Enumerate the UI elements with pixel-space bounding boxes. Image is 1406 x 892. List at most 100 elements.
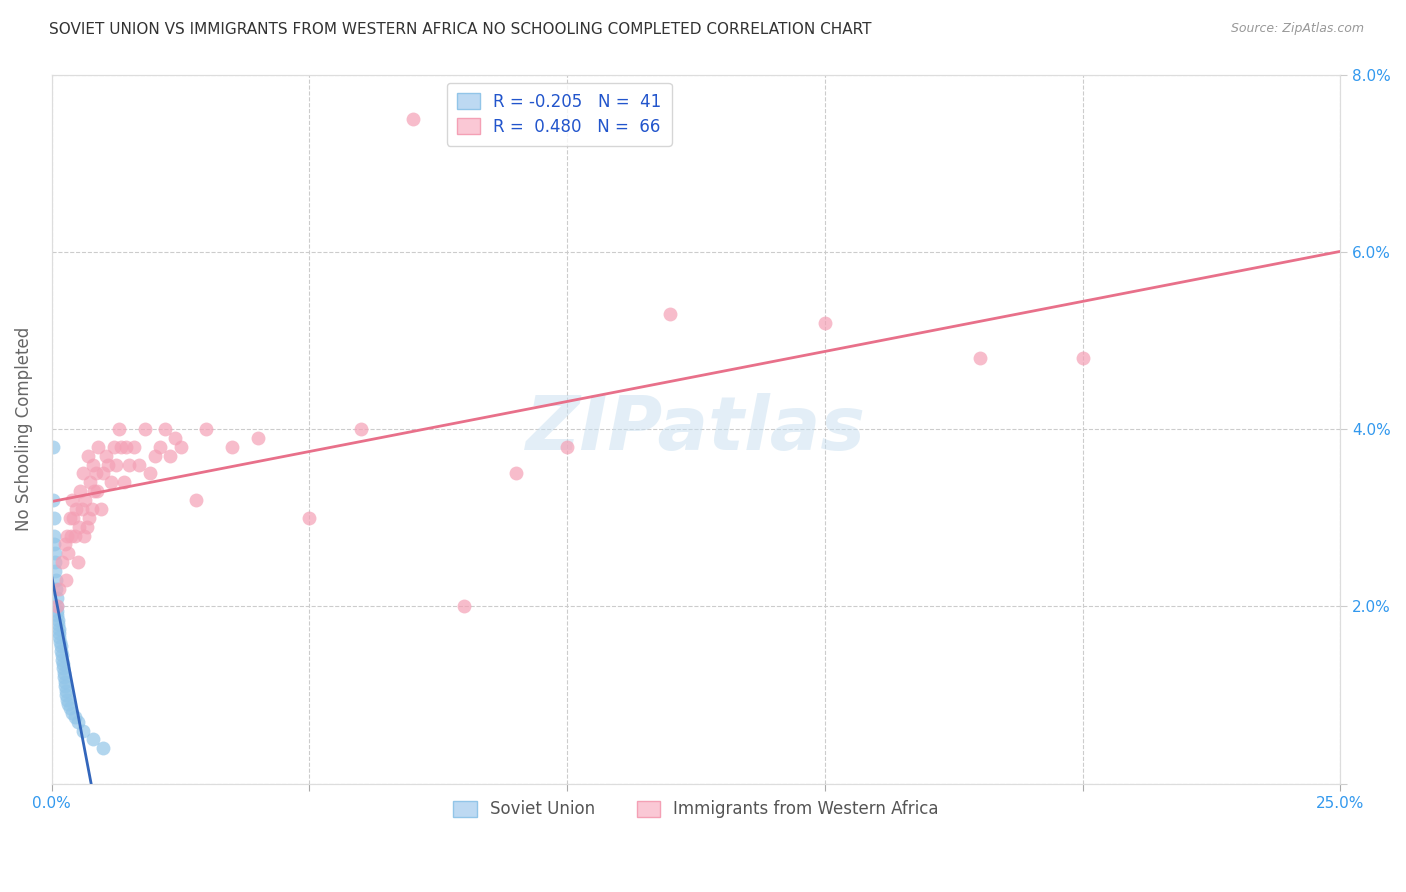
- Point: [60, 706, 83, 720]
- Point: [45, 591, 67, 605]
- Point: [149, 440, 172, 454]
- Point: [86, 484, 108, 499]
- Point: [63, 710, 86, 724]
- Point: [112, 475, 135, 490]
- Point: [52, 661, 75, 675]
- Point: [55, 688, 77, 702]
- Point: [100, 475, 122, 490]
- Point: [46, 613, 69, 627]
- Point: [44, 528, 66, 542]
- Point: [814, 316, 837, 330]
- Point: [58, 697, 80, 711]
- Point: [53, 670, 76, 684]
- Point: [105, 458, 128, 472]
- Point: [246, 431, 269, 445]
- Point: [195, 422, 218, 436]
- Point: [59, 701, 82, 715]
- Point: [60, 493, 83, 508]
- Point: [453, 599, 475, 614]
- Point: [97, 458, 120, 472]
- Point: [143, 449, 166, 463]
- Point: [60, 528, 83, 542]
- Point: [72, 723, 94, 738]
- Point: [138, 467, 160, 481]
- Point: [49, 640, 72, 654]
- Point: [184, 493, 207, 508]
- Point: [76, 449, 98, 463]
- Point: [53, 537, 76, 551]
- Point: [56, 528, 79, 542]
- Point: [67, 519, 90, 533]
- Point: [66, 555, 89, 569]
- Point: [128, 458, 150, 472]
- Point: [107, 422, 129, 436]
- Point: [505, 467, 527, 481]
- Point: [555, 440, 578, 454]
- Point: [118, 458, 141, 472]
- Point: [659, 307, 682, 321]
- Point: [48, 622, 70, 636]
- Point: [401, 112, 423, 126]
- Point: [298, 510, 321, 524]
- Point: [134, 422, 156, 436]
- Point: [42, 440, 65, 454]
- Point: [76, 519, 98, 533]
- Point: [82, 732, 104, 747]
- Point: [62, 510, 84, 524]
- Point: [110, 440, 132, 454]
- Point: [77, 510, 100, 524]
- Point: [45, 599, 67, 614]
- Point: [45, 582, 67, 596]
- Point: [84, 467, 107, 481]
- Point: [165, 431, 187, 445]
- Point: [52, 665, 75, 680]
- Point: [45, 573, 67, 587]
- Point: [48, 631, 70, 645]
- Point: [91, 467, 114, 481]
- Point: [55, 683, 77, 698]
- Point: [46, 608, 69, 623]
- Point: [44, 564, 66, 578]
- Point: [103, 440, 125, 454]
- Point: [94, 449, 117, 463]
- Point: [80, 502, 103, 516]
- Point: [75, 493, 97, 508]
- Point: [51, 652, 73, 666]
- Point: [48, 582, 70, 596]
- Point: [58, 546, 80, 560]
- Point: [122, 440, 145, 454]
- Point: [44, 537, 66, 551]
- Point: [72, 467, 94, 481]
- Point: [159, 449, 181, 463]
- Point: [53, 674, 76, 689]
- Point: [49, 635, 72, 649]
- Point: [44, 555, 66, 569]
- Text: Source: ZipAtlas.com: Source: ZipAtlas.com: [1230, 22, 1364, 36]
- Point: [153, 422, 176, 436]
- Point: [169, 440, 191, 454]
- Point: [49, 644, 72, 658]
- Point: [79, 475, 101, 490]
- Point: [46, 604, 69, 618]
- Y-axis label: No Schooling Completed: No Schooling Completed: [15, 327, 32, 532]
- Point: [63, 528, 86, 542]
- Text: SOVIET UNION VS IMMIGRANTS FROM WESTERN AFRICA NO SCHOOLING COMPLETED CORRELATIO: SOVIET UNION VS IMMIGRANTS FROM WESTERN …: [49, 22, 872, 37]
- Point: [66, 714, 89, 729]
- Point: [56, 692, 79, 706]
- Point: [221, 440, 243, 454]
- Point: [48, 626, 70, 640]
- Point: [350, 422, 373, 436]
- Point: [52, 657, 75, 671]
- Point: [55, 573, 77, 587]
- Text: ZIPatlas: ZIPatlas: [526, 392, 866, 466]
- Point: [82, 458, 104, 472]
- Point: [115, 440, 138, 454]
- Point: [91, 741, 114, 756]
- Point: [42, 493, 65, 508]
- Point: [65, 502, 87, 516]
- Point: [969, 351, 991, 366]
- Point: [87, 440, 110, 454]
- Point: [51, 648, 73, 663]
- Point: [1071, 351, 1094, 366]
- Point: [59, 510, 82, 524]
